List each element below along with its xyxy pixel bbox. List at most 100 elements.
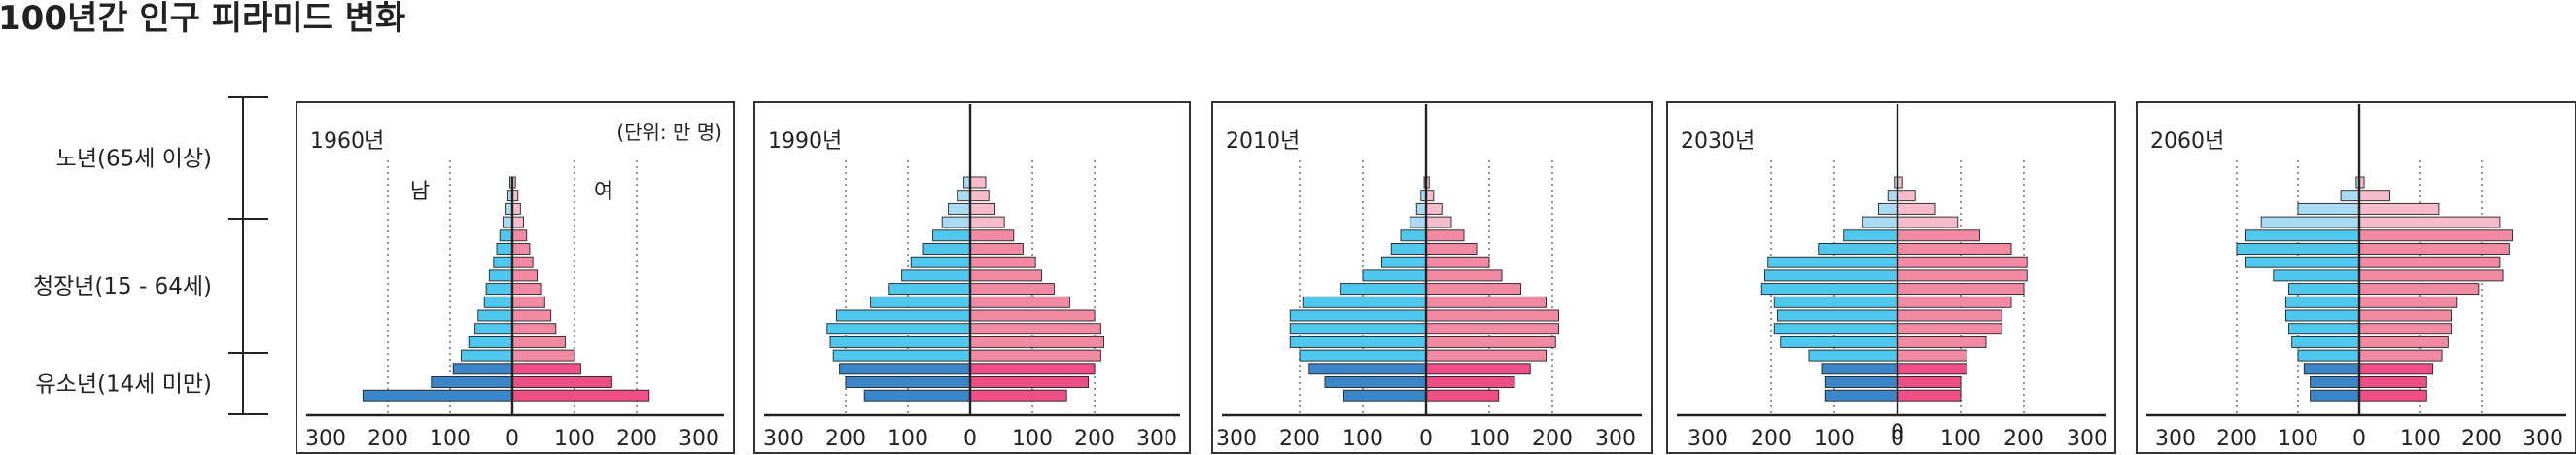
male-bar [493, 256, 513, 268]
female-bar [969, 296, 1070, 308]
female-label: 여 [594, 180, 613, 204]
male-bar [1299, 349, 1427, 362]
male-bar [1878, 202, 1898, 215]
male-bar [2245, 256, 2360, 268]
panel-frame [2136, 101, 2576, 454]
panel-frame [753, 101, 1191, 454]
age-group-label: 청장년(15 - 64세) [33, 274, 212, 299]
male-bar [362, 389, 513, 402]
x-tick-label: 0 [505, 427, 519, 451]
male-bar [2288, 283, 2360, 296]
male-bar [452, 363, 513, 375]
female-bar [969, 376, 1090, 388]
female-bar [1897, 349, 1967, 362]
female-bar [969, 349, 1101, 362]
male-bar [1289, 309, 1427, 322]
male-bar [1362, 269, 1427, 282]
pyramid-panels: 1960년 300 200 100 0 100 200 300 (단위: 만 명) 남 여 1990년… [296, 101, 2576, 454]
x-tick-label: 200 [1751, 427, 1792, 451]
pyramid-panel: 1960년 300 200 100 0 100 200 300 (단위: 만 명) 남 여 [296, 101, 735, 454]
female-bar [1425, 335, 1556, 348]
male-bar [496, 243, 513, 255]
female-bar [969, 190, 990, 202]
female-bar [1897, 363, 1967, 375]
female-bar [969, 309, 1096, 322]
female-bar [1897, 296, 2012, 308]
female-bar [1425, 323, 1559, 335]
panel-year-label: 1990년 [768, 129, 842, 154]
female-bar [511, 363, 581, 375]
female-bar [1897, 389, 1962, 402]
age-group-label: 노년(65세 이상) [56, 147, 212, 172]
male-bar [2288, 323, 2360, 335]
x-tick-label: 100 [1940, 427, 1981, 451]
male-bar [922, 243, 971, 255]
x-tick-label: 100 [1012, 427, 1053, 451]
female-bar [1897, 202, 1936, 215]
panel-year-label: 1960년 [310, 129, 384, 154]
male-bar [1808, 349, 1898, 362]
female-bar [511, 309, 552, 322]
female-bar [2358, 243, 2510, 255]
x-tick-label: 300 [305, 427, 346, 451]
panel-frame [296, 101, 735, 454]
male-bar [485, 283, 513, 296]
male-bar [901, 269, 971, 282]
male-bar [1415, 202, 1427, 215]
x-tick-label: 300 [1595, 427, 1636, 451]
female-bar [2358, 283, 2480, 296]
chart-title: 100년간 인구 피라미드 변화 [0, 0, 405, 38]
female-bar [1897, 216, 1959, 228]
male-bar [1760, 283, 1898, 296]
female-bar [1425, 216, 1452, 228]
male-bar [1777, 309, 1898, 322]
female-bar [1425, 256, 1490, 268]
x-tick-label: 0 [2352, 427, 2366, 451]
female-bar [2358, 376, 2427, 388]
male-bar [1289, 323, 1427, 335]
female-bar [969, 256, 1036, 268]
male-bar [957, 190, 971, 202]
female-bar [969, 363, 1096, 375]
male-bar [832, 349, 971, 362]
female-bar [511, 256, 534, 268]
male-bar [1887, 190, 1898, 202]
female-bar [2358, 256, 2501, 268]
male-bar [1308, 363, 1427, 375]
male-bar [2236, 243, 2360, 255]
female-bar [1425, 202, 1443, 215]
female-bar [2358, 296, 2458, 308]
male-bar [941, 216, 971, 228]
male-bar [2291, 335, 2360, 348]
female-bar [1425, 389, 1500, 402]
female-bar [1897, 335, 1987, 348]
female-bar [1897, 256, 2028, 268]
panel-year-label: 2010년 [1226, 129, 1300, 154]
male-label: 남 [410, 180, 430, 204]
x-tick-label: 100 [1469, 427, 1510, 451]
x-tick-label: 100 [2400, 427, 2441, 451]
panel-frame [1211, 101, 1653, 454]
female-bar [511, 335, 566, 348]
male-bar [1381, 256, 1427, 268]
male-bar [839, 363, 971, 375]
x-tick-label: 300 [1216, 427, 1257, 451]
female-bar [2358, 323, 2452, 335]
male-bar [863, 389, 971, 402]
male-bar [2284, 296, 2360, 308]
female-bar [511, 349, 575, 362]
x-tick-label: 200 [2216, 427, 2257, 451]
female-bar [1897, 283, 2025, 296]
female-bar [2358, 202, 2440, 215]
female-bar [1897, 269, 2028, 282]
pyramid-panel: 2030년 300 200 100 0 100 200 300 0 [1666, 101, 2116, 454]
female-bar [1425, 269, 1503, 282]
x-tick-label: 200 [1532, 427, 1573, 451]
female-bar [1425, 309, 1559, 322]
male-bar [932, 229, 971, 242]
male-bar [1410, 216, 1427, 228]
male-bar [948, 202, 971, 215]
male-bar [1343, 389, 1427, 402]
x-tick-label: 200 [2461, 427, 2502, 451]
x-tick-label: 200 [2003, 427, 2044, 451]
